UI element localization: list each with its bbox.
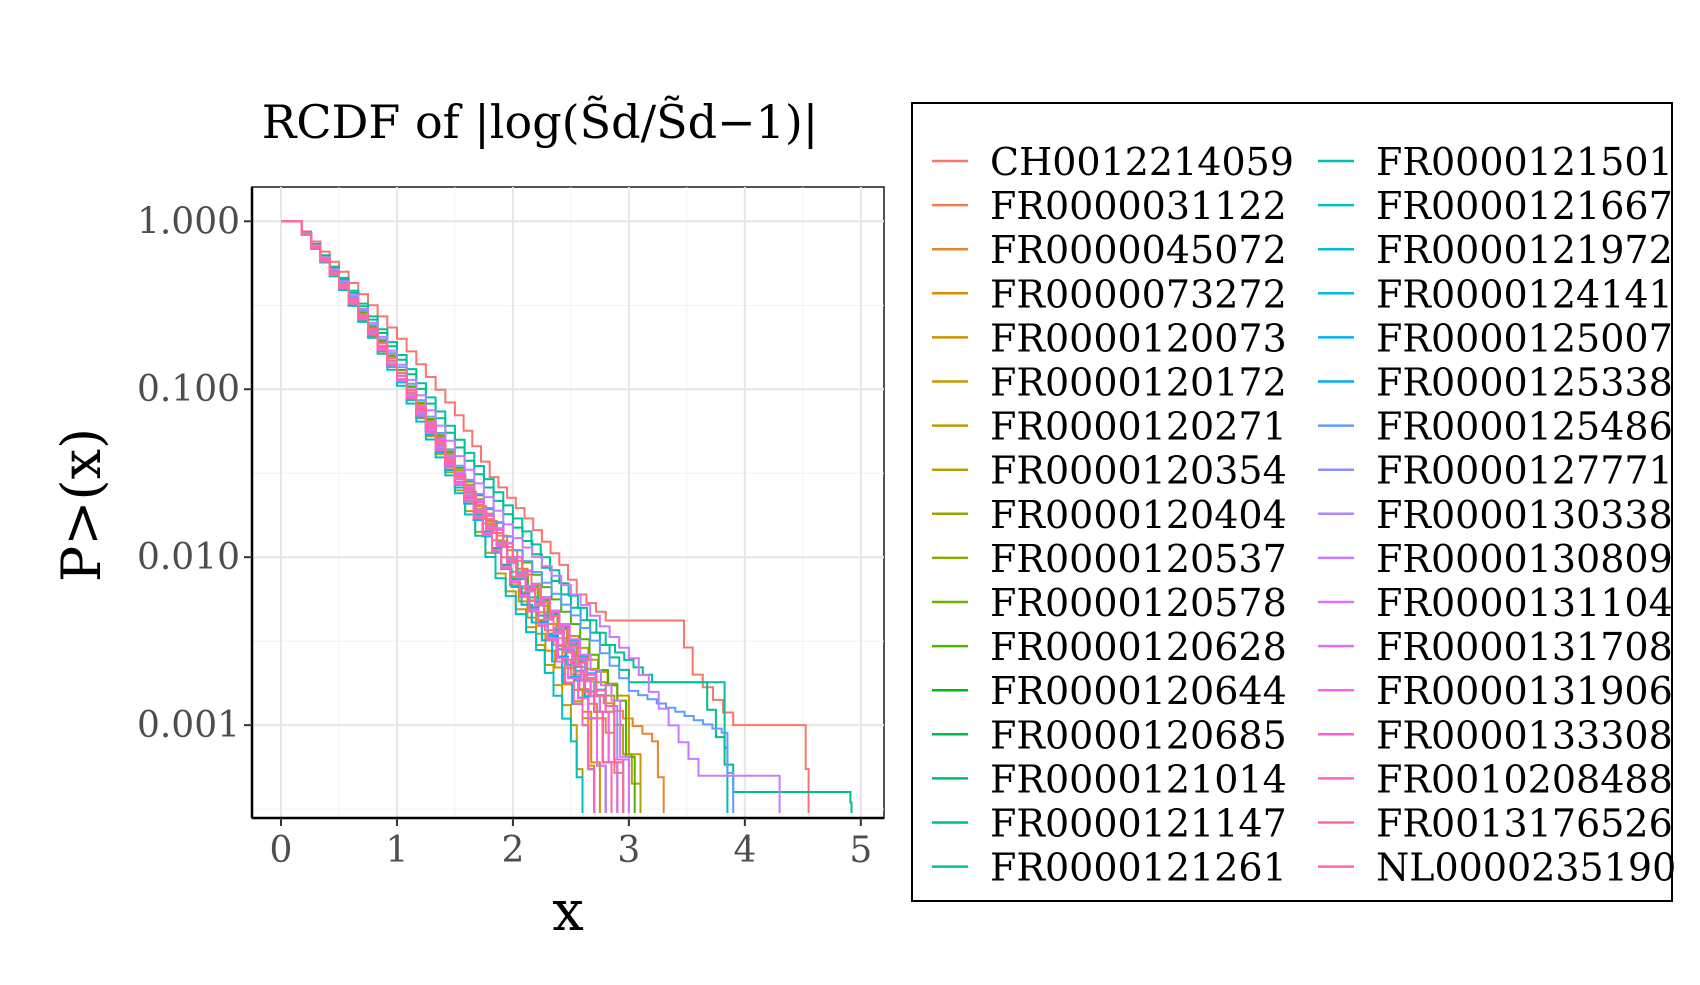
x-tick-label: 2 [501,830,524,871]
legend-label: FR0000125007 [1376,316,1673,360]
x-tick-label: 0 [270,830,293,871]
series-line-NL0000235190 [281,220,625,813]
legend-label: NL0000235190 [1376,846,1676,890]
legend-label: FR0000120073 [990,316,1287,360]
x-tick-label: 4 [733,830,756,871]
legend-label: FR0000121667 [1376,184,1673,228]
legend-label: FR0000120685 [990,713,1287,757]
legend-label: FR0000121261 [990,846,1287,890]
x-tick-label: 5 [849,830,872,871]
legend-label: FR0000120628 [990,625,1287,669]
legend-label: FR0000124141 [1376,272,1673,316]
legend-label: FR0000120578 [990,581,1287,625]
legend-label: FR0000045072 [990,228,1287,272]
legend: CH0012214059FR0000031122FR0000045072FR00… [911,102,1676,902]
legend-label: FR0000130338 [1376,493,1673,537]
y-axis-label: P>(x) [50,428,113,582]
legend-label: FR0000120404 [990,493,1287,537]
legend-label: FR0000120644 [990,669,1287,713]
legend-label: FR0000131708 [1376,625,1673,669]
y-tick-label: 0.100 [137,369,240,410]
legend-label: FR0000121972 [1376,228,1673,272]
legend-label: FR0000121147 [990,802,1287,846]
x-axis-ticks: 0 1 2 3 4 5 [270,818,872,871]
plot-panel: 0 1 2 3 4 5 0.001 0.010 0.100 1.000 [137,186,885,871]
legend-label: FR0000121014 [990,757,1287,801]
legend-box [911,102,1673,902]
legend-label: FR0000125486 [1376,405,1673,449]
series-line-FR0000121667 [281,220,584,813]
x-tick-label: 1 [386,830,409,871]
chart-title: RCDF of |log(S̃d/S̃d−1)| [262,95,819,149]
legend-label: FR0000120271 [990,405,1287,449]
legend-label: FR0000131104 [1376,581,1673,625]
y-tick-label: 0.001 [137,705,240,746]
legend-label: FR0000073272 [990,272,1287,316]
legend-label: FR0013176526 [1376,802,1673,846]
y-tick-label: 1.000 [137,201,240,242]
x-tick-label: 3 [617,830,640,871]
y-tick-label: 0.010 [137,537,240,578]
legend-label: FR0000131906 [1376,669,1673,713]
legend-label: FR0000125338 [1376,361,1673,405]
legend-label: CH0012214059 [990,140,1294,184]
legend-label: FR0010208488 [1376,757,1673,801]
y-axis-ticks: 0.001 0.010 0.100 1.000 [137,201,252,746]
legend-label: FR0000031122 [990,184,1287,228]
series-line-FR0000121261 [281,220,729,813]
legend-label: FR0000120172 [990,361,1287,405]
legend-items: CH0012214059FR0000031122FR0000045072FR00… [932,140,1676,890]
legend-label: FR0000120354 [990,449,1287,493]
legend-label: FR0000133308 [1376,713,1673,757]
series-lines [281,220,853,813]
x-axis-label: x [552,879,584,944]
legend-label: FR0000127771 [1376,449,1673,493]
legend-label: FR0000130809 [1376,537,1673,581]
legend-label: FR0000121501 [1376,140,1673,184]
legend-label: FR0000120537 [990,537,1287,581]
